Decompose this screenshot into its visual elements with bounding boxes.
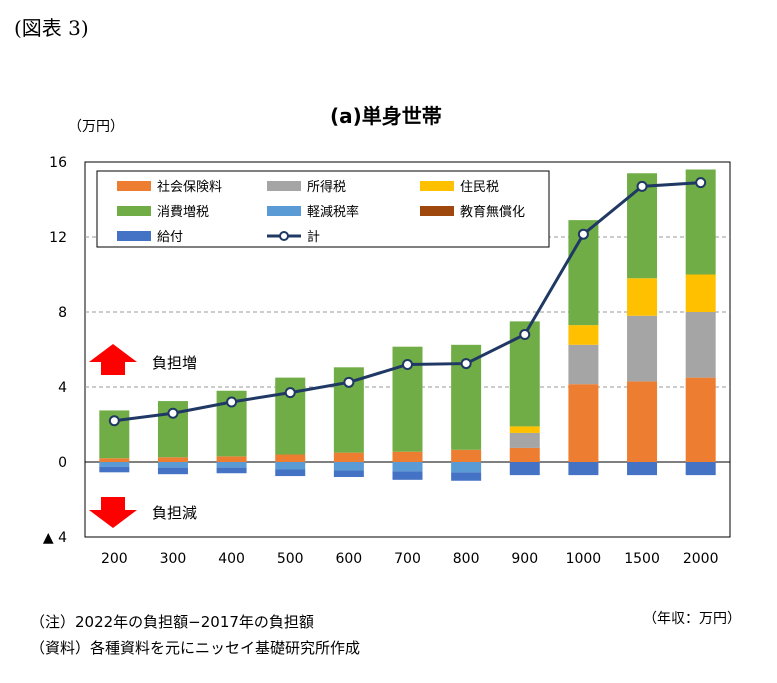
legend-label: 社会保険料 (157, 179, 222, 195)
bar-segment (509, 462, 540, 476)
x-tick-label: 2000 (683, 551, 719, 567)
legend-label: 給付 (157, 230, 183, 245)
bar-segment (451, 462, 482, 473)
legend-label: 住民税 (460, 180, 499, 195)
total-point (695, 177, 707, 189)
bar-segment (157, 462, 188, 468)
bar-segment (568, 344, 599, 385)
y-unit-label: （万円） (68, 119, 124, 135)
note-line-1: （注）2022年の負担額−2017年の負担額 (30, 613, 314, 631)
bar-segment (568, 325, 599, 345)
bar-segment (392, 462, 423, 472)
x-tick-label: 400 (218, 551, 245, 567)
total-point (108, 415, 120, 427)
bar-segment (685, 274, 716, 312)
x-unit-label: （年収：万円） (643, 611, 741, 627)
bar-segment (333, 452, 364, 462)
x-tick-label: 1000 (566, 551, 602, 567)
y-tick-label: 4 (58, 380, 67, 396)
total-point (167, 407, 179, 419)
total-point (284, 387, 296, 399)
y-tick-label: 12 (49, 230, 67, 246)
legend-swatch (420, 181, 454, 191)
bar-segment (392, 471, 423, 480)
bar-segment (627, 462, 658, 476)
total-point (343, 376, 355, 388)
bar-segment (333, 462, 364, 471)
bar-segment (568, 384, 599, 462)
x-tick-label: 800 (453, 551, 480, 567)
legend-swatch (420, 206, 454, 216)
bar-segment (685, 462, 716, 476)
bar-segment (627, 315, 658, 382)
legend-label: 教育無償化 (460, 204, 525, 220)
bar-segment (157, 467, 188, 475)
bar-segment (509, 432, 540, 448)
legend-swatch (267, 206, 301, 216)
legend-swatch (267, 181, 301, 191)
bar-segment (216, 462, 247, 468)
bar-segment (99, 458, 130, 462)
bar-segment (216, 467, 247, 474)
decrease-label: 負担減 (152, 504, 197, 522)
increase-label: 負担増 (152, 354, 197, 372)
chart-title: (a)単身世帯 (330, 104, 442, 128)
bar-segment (157, 457, 188, 462)
total-point (519, 329, 531, 340)
bar-segment (685, 312, 716, 378)
legend-label: 消費増税 (157, 205, 209, 220)
bar-segment (451, 449, 482, 462)
bar-segment (685, 377, 716, 462)
bar-segment (627, 278, 658, 316)
bar-segment (99, 466, 130, 473)
bar-segment (275, 454, 306, 462)
note-line-2: （資料）各種資料を元にニッセイ基礎研究所作成 (30, 639, 361, 657)
bar-segment (451, 472, 482, 481)
legend-swatch (117, 231, 151, 241)
bar-segment (509, 426, 540, 433)
legend-label: 軽減税率 (307, 204, 359, 220)
bar-segment (216, 456, 247, 462)
y-tick-label: ▲ 4 (43, 530, 67, 546)
total-point (577, 228, 589, 240)
legend-swatch (117, 206, 151, 216)
bar-segment (568, 462, 599, 476)
x-tick-label: 300 (160, 551, 187, 567)
bar-segment (509, 447, 540, 462)
total-point (460, 358, 472, 370)
y-tick-label: 8 (58, 305, 67, 321)
x-tick-label: 500 (277, 551, 304, 567)
bar-segment (99, 462, 130, 467)
bar-segment (275, 469, 306, 477)
bar-segment (333, 470, 364, 477)
figure-label: (図表 3) (14, 16, 89, 40)
x-tick-label: 700 (394, 551, 421, 567)
legend-swatch (117, 181, 151, 191)
legend-swatch-marker (279, 231, 289, 241)
legend-label: 計 (307, 229, 320, 245)
bar-segment (627, 381, 658, 462)
x-tick-label: 900 (511, 551, 538, 567)
decrease-arrow-icon (89, 497, 137, 528)
legend-box (96, 170, 550, 248)
y-tick-label: 0 (58, 455, 67, 471)
increase-arrow-icon (89, 344, 137, 375)
bar-segment (392, 451, 423, 462)
x-tick-label: 1500 (624, 551, 660, 567)
total-point (402, 359, 413, 370)
total-point (636, 180, 648, 192)
y-tick-label: 16 (49, 155, 67, 171)
x-tick-label: 600 (335, 551, 362, 567)
legend-label: 所得税 (307, 179, 346, 195)
x-tick-label: 200 (101, 551, 128, 567)
total-point (226, 396, 238, 408)
bar-segment (275, 462, 306, 470)
plot-frame (84, 161, 731, 538)
